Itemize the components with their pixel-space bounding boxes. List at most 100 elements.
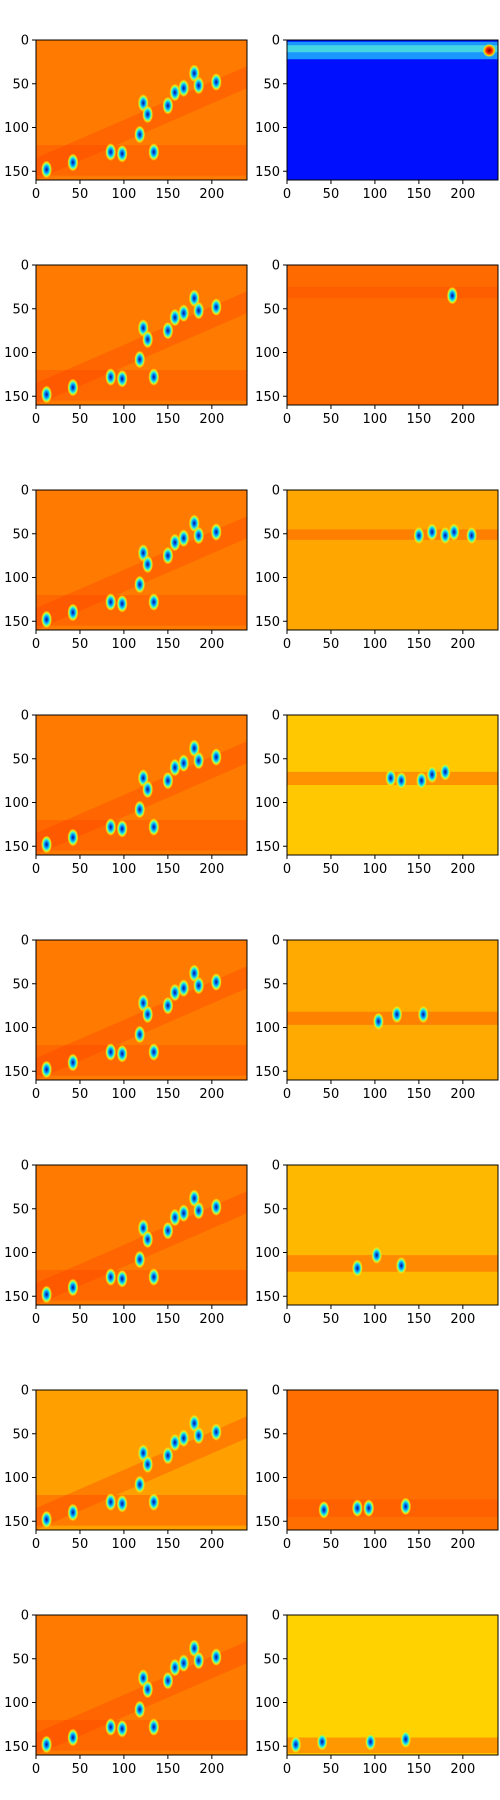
x-tick-label: 200 <box>199 637 224 652</box>
x-tick-label: 50 <box>72 1087 89 1102</box>
heatmap-blob <box>351 1259 363 1278</box>
y-tick-label: 150 <box>4 1740 29 1755</box>
y-tick-label: 0 <box>21 709 29 724</box>
axes-frame <box>286 489 499 631</box>
heatmap-blob <box>178 979 190 998</box>
heatmap-blob <box>41 1285 53 1304</box>
heatmap-blob <box>41 835 53 854</box>
heatmap-blob <box>416 771 428 790</box>
y-tick-label: 0 <box>21 1609 29 1624</box>
heatmap-blob <box>134 350 146 369</box>
y-tick-label: 0 <box>272 34 280 49</box>
y-tick-label: 150 <box>4 1515 29 1530</box>
heatmap-blob <box>142 1005 154 1024</box>
panel-composite-7: 0 50 100 150 200 0 50 100 150 <box>4 1384 248 1552</box>
heatmap-blob <box>210 973 222 991</box>
y-tick-label: 50 <box>12 1427 29 1442</box>
heatmap-background <box>287 1615 498 1755</box>
x-tick-label: 100 <box>112 862 137 877</box>
heatmap-blob <box>41 1060 53 1079</box>
x-tick-label: 150 <box>406 1537 431 1552</box>
heatmap-blob <box>193 76 205 95</box>
heatmap-blob <box>162 321 174 340</box>
x-tick-label: 200 <box>199 1762 224 1777</box>
x-tick-label: 200 <box>450 1312 475 1327</box>
heatmap-blob <box>395 1256 407 1275</box>
heatmap-blob <box>193 301 205 320</box>
heatmap-blob <box>193 526 205 545</box>
heatmap-blob <box>439 762 451 781</box>
heatmap-blob <box>193 1651 205 1670</box>
x-tick-label: 50 <box>323 1087 340 1102</box>
x-tick-label: 100 <box>363 637 388 652</box>
y-tick-label: 100 <box>255 1246 280 1261</box>
y-tick-label: 0 <box>21 34 29 49</box>
heatmap-blob <box>105 818 117 836</box>
axes-frame <box>35 264 248 406</box>
axes-frame <box>35 39 248 181</box>
heatmap-blob <box>116 819 128 838</box>
heatmap-blob <box>290 1735 302 1754</box>
panel-band-7: 0 50 100 150 200 0 50 100 150 <box>255 1609 499 1777</box>
heatmap-background <box>287 40 498 180</box>
heatmap-blob <box>466 526 478 545</box>
y-tick-label: 0 <box>272 1609 280 1624</box>
y-tick-label: 50 <box>263 527 280 542</box>
x-tick-label: 50 <box>323 412 340 427</box>
x-tick-label: 150 <box>155 637 180 652</box>
panel-image <box>287 1615 498 1755</box>
y-tick-label: 150 <box>4 1290 29 1305</box>
panel-band-5: 0 50 100 150 200 0 50 100 150 <box>255 1159 499 1327</box>
heatmap-blob <box>426 523 438 541</box>
axes-frame <box>286 939 499 1081</box>
heatmap-blob <box>210 73 222 91</box>
heatmap-blob <box>142 780 154 799</box>
x-tick-label: 50 <box>72 1537 89 1552</box>
y-tick-label: 100 <box>255 571 280 586</box>
axes-frame <box>286 714 499 856</box>
heatmap-blob <box>178 1654 190 1673</box>
heatmap-blob <box>391 1005 403 1024</box>
y-tick-label: 50 <box>263 1652 280 1667</box>
heatmap-blob <box>316 1732 328 1751</box>
x-tick-label: 200 <box>199 1087 224 1102</box>
heatmap-diagonal-band <box>36 1641 247 1755</box>
heatmap-blob <box>142 105 154 124</box>
panel-image <box>36 940 247 1080</box>
x-tick-label: 50 <box>72 1312 89 1327</box>
y-tick-label: 100 <box>255 796 280 811</box>
x-tick-label: 200 <box>450 1537 475 1552</box>
panel-image <box>36 1615 247 1755</box>
panel-image <box>36 1165 247 1305</box>
heatmap-blob <box>193 976 205 995</box>
heatmap-blob <box>162 1221 174 1240</box>
axes-frame <box>35 489 248 631</box>
y-tick-label: 100 <box>255 121 280 136</box>
x-tick-label: 200 <box>450 862 475 877</box>
x-tick-label: 150 <box>406 1762 431 1777</box>
heatmap-blob <box>210 298 222 316</box>
y-tick-label: 50 <box>12 527 29 542</box>
x-tick-label: 50 <box>323 637 340 652</box>
x-tick-label: 0 <box>283 637 291 652</box>
y-tick-label: 150 <box>255 1065 280 1080</box>
heatmap-blob <box>116 1269 128 1288</box>
x-tick-label: 100 <box>363 187 388 202</box>
heatmap-blob <box>426 765 438 784</box>
x-tick-label: 50 <box>323 187 340 202</box>
heatmap-blob <box>116 1494 128 1513</box>
x-tick-label: 150 <box>406 862 431 877</box>
panel-image <box>36 40 247 180</box>
x-tick-label: 100 <box>112 187 137 202</box>
x-tick-label: 0 <box>32 1537 40 1552</box>
y-tick-label: 50 <box>263 977 280 992</box>
heatmap-blob <box>400 1497 412 1516</box>
x-tick-label: 200 <box>450 1762 475 1777</box>
y-tick-label: 50 <box>12 77 29 92</box>
heatmap-band <box>287 286 498 299</box>
y-tick-label: 0 <box>272 709 280 724</box>
heatmap-blob <box>142 1230 154 1249</box>
heatmap-blob <box>178 529 190 548</box>
heatmap-blob <box>134 1250 146 1269</box>
